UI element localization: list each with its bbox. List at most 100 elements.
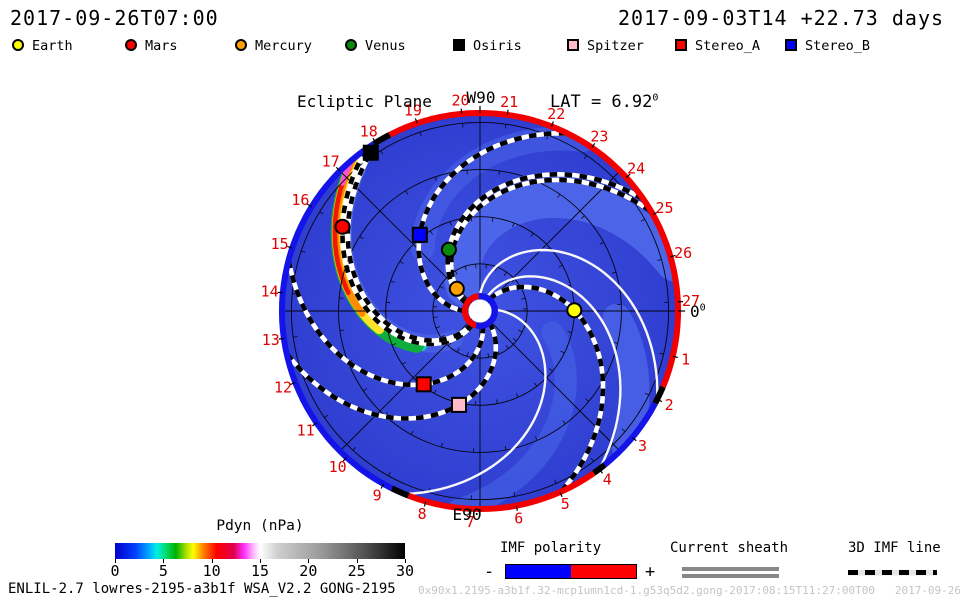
model-version-info: ENLIL-2.7 lowres-2195-a3b1f WSA_V2.2 GON… [8, 581, 396, 597]
grid-tick [503, 271, 507, 276]
sun-ring-negative [475, 292, 499, 330]
degree-sup: 0 [652, 92, 659, 104]
grid-tick [599, 241, 604, 245]
grid-tick [485, 264, 487, 269]
colorbar-tick-label: 30 [395, 562, 415, 580]
colorbar-title: Pdyn (nPa) [216, 518, 304, 534]
grid-tick [410, 430, 414, 435]
boundary-segment [602, 401, 658, 468]
grid-tick [516, 393, 519, 398]
grid-tick [492, 217, 494, 222]
day-tick [380, 483, 385, 489]
day-tick [672, 355, 678, 359]
imf-line-osiris [345, 136, 474, 343]
grid-tick [535, 436, 538, 441]
grid-tick [567, 331, 572, 333]
colorbar-tick [260, 559, 261, 563]
grid-tick [590, 457, 595, 462]
imf-plus-sign: + [645, 562, 656, 582]
grid-tick [621, 428, 626, 432]
pressure-colorbar [115, 543, 405, 559]
current-sheath-sample-line [682, 567, 779, 571]
day-label: 1 [681, 350, 690, 368]
boundary-segment [388, 109, 681, 388]
day-tick [550, 121, 554, 127]
grid-tick [390, 280, 395, 283]
day-tick [290, 381, 296, 385]
imf-line-stereo_b [416, 130, 573, 314]
grid-tick [498, 170, 500, 176]
grid-tick [521, 297, 526, 300]
legend-marker-venus [345, 39, 357, 51]
colorbar-tick-label: 20 [299, 562, 318, 580]
day-label: 15 [271, 235, 289, 253]
legend-marker-mars [125, 39, 137, 51]
current-sheath-sample-line [682, 574, 779, 578]
boundary-segment [278, 141, 394, 491]
legend-label-earth: Earth [32, 38, 73, 54]
grid-tick [466, 352, 469, 357]
cir-band [444, 182, 679, 306]
day-label: 5 [561, 495, 570, 513]
grid-tick [585, 398, 590, 402]
day-tick [652, 211, 658, 216]
boundary-segment [652, 385, 666, 405]
day-label: 8 [418, 505, 427, 523]
cir-band [602, 303, 650, 462]
day-label: 20 [451, 92, 469, 110]
day-tick [306, 203, 312, 208]
day-label: 4 [603, 471, 612, 489]
imf-line-mars [340, 143, 475, 347]
grid-tick [391, 343, 397, 346]
imf-polarity-bar [505, 564, 637, 579]
grid-tick [293, 336, 298, 338]
colorbar-tick-label: 25 [347, 562, 366, 580]
day-tick [559, 491, 563, 498]
day-label: 27 [682, 292, 700, 310]
cir-band [410, 126, 596, 261]
day-label: 16 [291, 191, 309, 209]
imf-line-stereo_a [285, 254, 486, 388]
grid-tick [581, 215, 585, 219]
imf-line-mercury [448, 177, 657, 305]
legend-marker-spitzer [567, 39, 579, 51]
grid-tick [447, 342, 452, 347]
day-label: 9 [373, 487, 382, 505]
colorbar-tick [405, 559, 406, 563]
day-tick [598, 468, 603, 474]
imf-negative-swatch [506, 565, 571, 578]
legend-marker-osiris [453, 39, 465, 51]
day-label: 6 [514, 510, 523, 528]
grid-tick [454, 270, 458, 275]
day-tick [287, 245, 293, 249]
grid-tick [562, 420, 566, 425]
grid-tick [644, 392, 649, 396]
object-marker-stereo_b [411, 226, 428, 243]
grid-tick [456, 348, 460, 353]
west-90-label: W90 [466, 88, 496, 107]
day-label: 19 [404, 102, 422, 120]
legend-marker-earth [12, 39, 24, 51]
day-tick [335, 166, 341, 172]
colorbar-tick-label: 10 [202, 562, 221, 580]
legend-label-mars: Mars [145, 38, 178, 54]
current-sheet-line [404, 308, 547, 496]
grid-tick [339, 329, 345, 331]
grid-tick [640, 218, 645, 222]
day-tick [506, 109, 509, 115]
grid-tick [440, 334, 445, 338]
grid-tick [549, 368, 553, 372]
grid-tick [449, 221, 452, 226]
grid-tick [440, 442, 443, 448]
grid-tick [352, 446, 357, 451]
legend-marker-mercury [235, 39, 247, 51]
grid-tick [611, 271, 617, 274]
start-timestamp: 2017-09-03T14 +22.73 days [618, 6, 945, 30]
day-label: 22 [547, 105, 565, 123]
object-marker-mars [334, 218, 351, 235]
current-sheet-line [478, 248, 659, 400]
grid-tick [557, 194, 561, 199]
day-label: 10 [329, 458, 347, 476]
grid-tick [613, 342, 618, 344]
